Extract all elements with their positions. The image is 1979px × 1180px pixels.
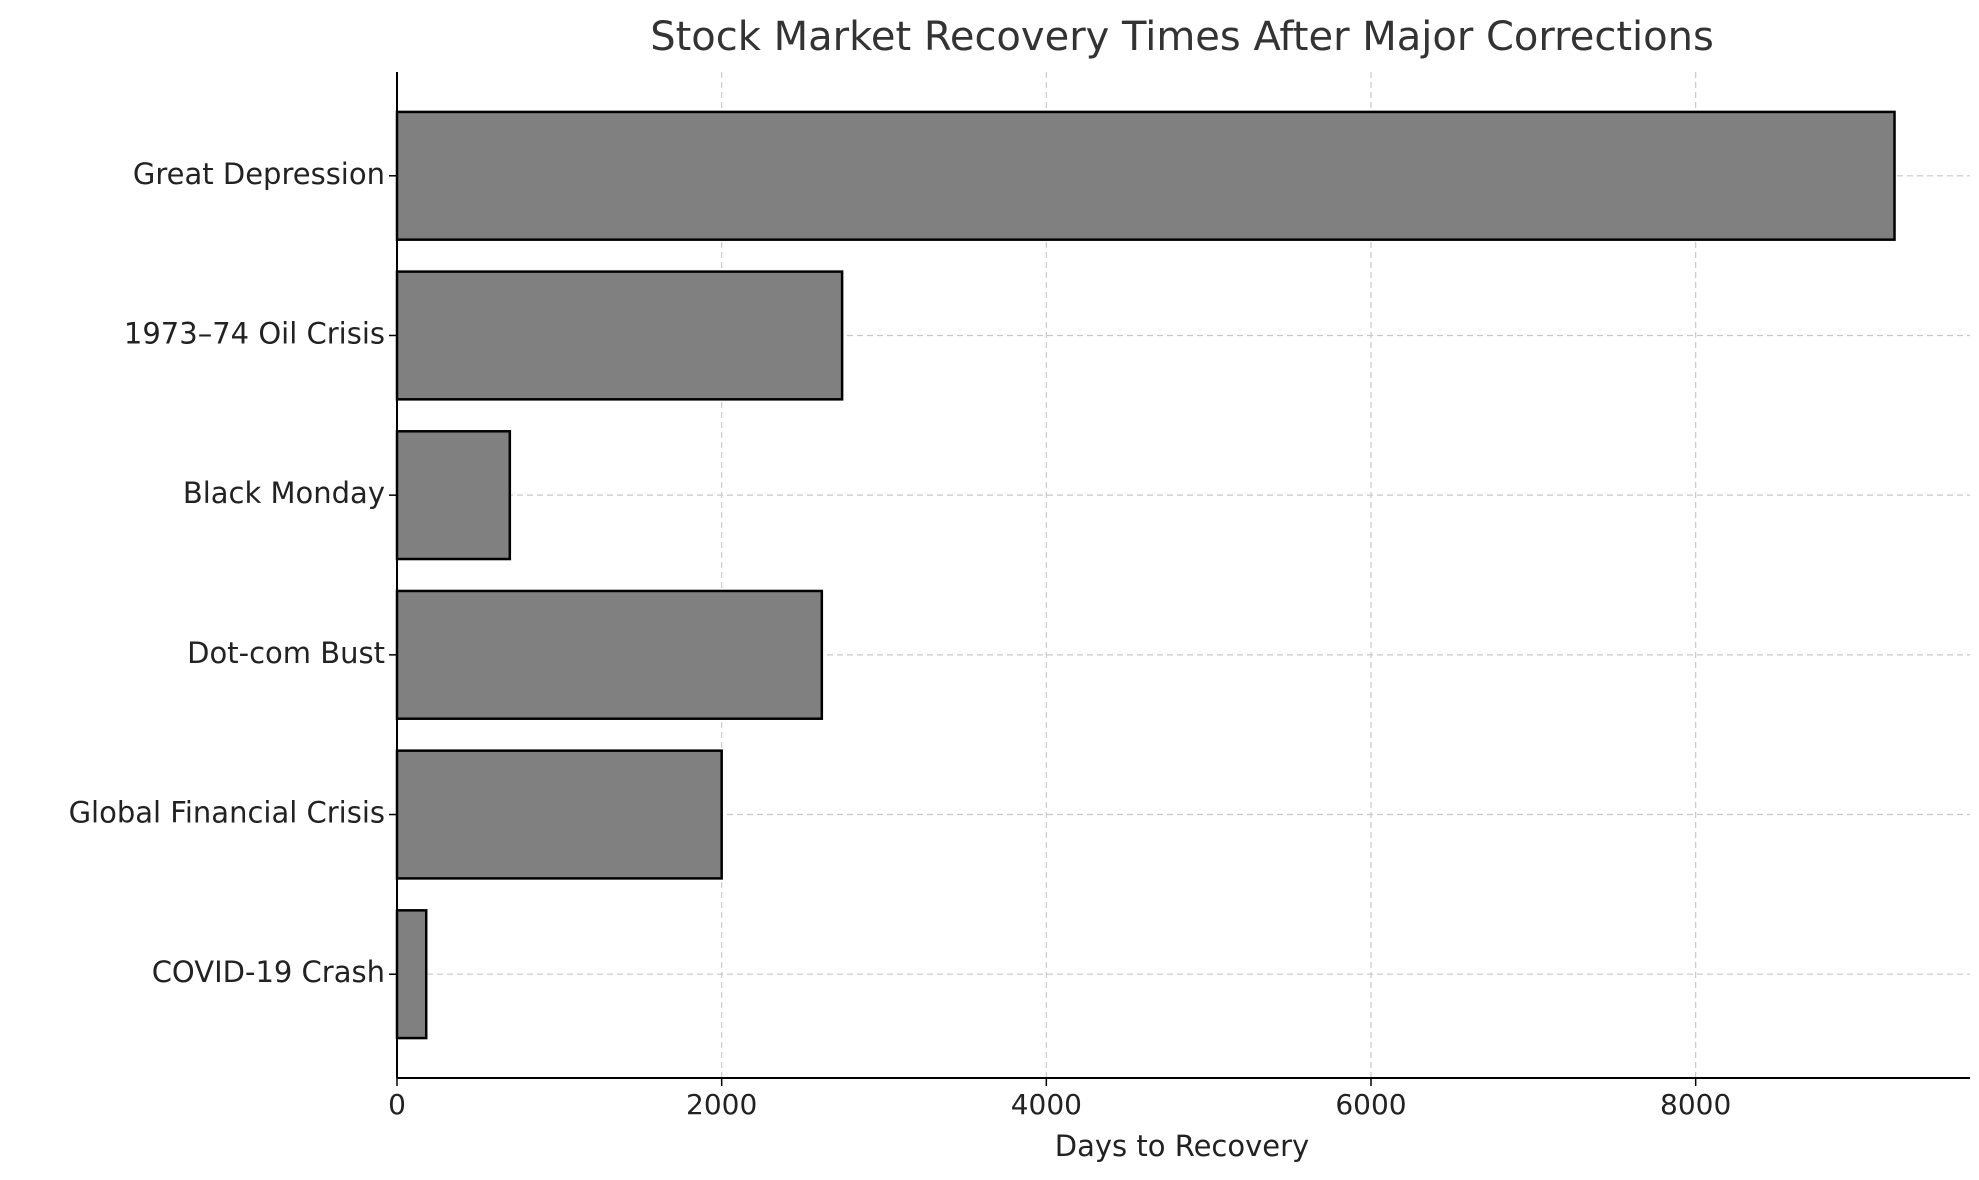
bar xyxy=(395,589,824,720)
y-tick-label: Dot-com Bust xyxy=(187,636,385,670)
bar xyxy=(395,749,723,880)
bar xyxy=(395,270,844,401)
bar xyxy=(395,110,1896,241)
y-tick-label: 1973–74 Oil Crisis xyxy=(124,316,385,350)
bar xyxy=(395,430,512,561)
y-tick-label: Global Financial Crisis xyxy=(69,796,385,830)
y-tick-label: Great Depression xyxy=(133,157,385,191)
bar xyxy=(395,909,428,1040)
x-axis-label: Days to Recovery xyxy=(1055,1129,1309,1163)
y-tick-label: Black Monday xyxy=(183,476,385,510)
chart-title: Stock Market Recovery Times After Major … xyxy=(650,14,1714,60)
x-tick-label: 8000 xyxy=(1660,1088,1731,1121)
x-tick-label: 4000 xyxy=(1011,1088,1082,1121)
y-tick-label: COVID-19 Crash xyxy=(152,955,385,989)
x-tick-label: 2000 xyxy=(686,1088,757,1121)
x-tick-label: 0 xyxy=(388,1088,406,1121)
x-tick-label: 6000 xyxy=(1335,1088,1406,1121)
